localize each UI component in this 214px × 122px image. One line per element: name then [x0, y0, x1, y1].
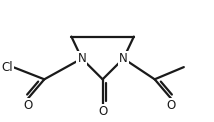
Text: N: N: [77, 52, 86, 65]
Text: Cl: Cl: [1, 61, 13, 74]
Text: O: O: [167, 99, 176, 112]
Text: O: O: [23, 99, 32, 112]
Text: N: N: [119, 52, 128, 65]
Text: O: O: [98, 105, 107, 118]
